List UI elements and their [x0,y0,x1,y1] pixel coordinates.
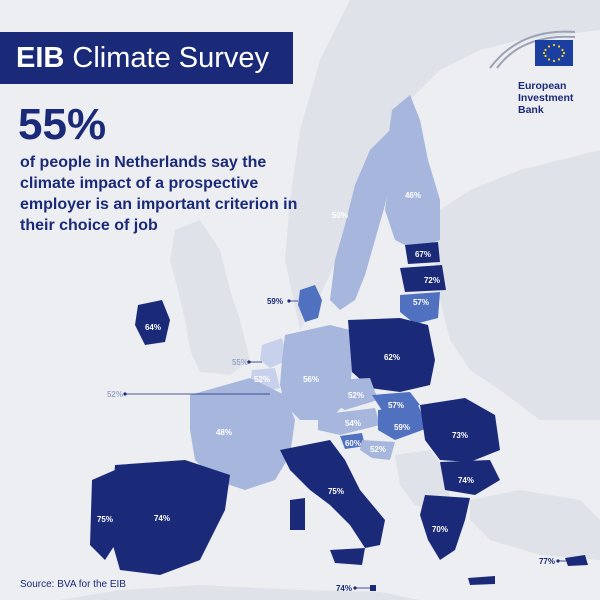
eib-line1: European [518,80,567,92]
dot-cyprus [556,559,560,563]
country-malta [370,585,376,591]
land-russia [435,150,600,420]
eib-arc-inner-icon [496,35,576,69]
label-latvia: 72% [424,276,440,285]
source-note: Source: BVA for the EIB [20,579,126,590]
title-bold: EIB [16,41,65,74]
label-greece: 70% [432,525,448,534]
land-balkans [395,450,450,510]
country-italy [280,440,385,548]
country-croatia [360,440,395,460]
eu-stars-icon [542,43,566,63]
country-denmark [298,285,322,322]
label-ireland: 64% [145,323,161,332]
label-luxembourg: 52% [107,390,123,399]
eib-line2: Investment Bank [518,92,574,116]
label-estonia: 67% [415,250,431,259]
label-slovenia: 60% [345,439,361,448]
label-spain: 74% [154,514,170,523]
country-hungary [378,405,428,440]
land-turkey [470,490,600,560]
land-africa [60,585,420,600]
label-denmark: 59% [267,297,283,306]
dot-netherlands [247,360,251,364]
label-france: 48% [216,428,232,437]
label-austria: 54% [345,419,361,428]
country-spain [110,460,230,575]
label-netherlands: 55% [232,358,248,367]
country-poland [348,318,435,392]
country-sweden [330,130,392,310]
eib-logo [489,30,576,69]
country-lithuania [400,292,440,324]
headline-stat: 55% [18,100,107,149]
label-croatia: 52% [370,445,386,454]
land-norway [285,0,600,330]
country-ireland [135,300,170,345]
label-czechia: 52% [348,391,364,400]
country-austria [318,408,380,435]
country-finland [385,95,440,250]
country-cyprus [565,555,588,566]
label-hungary: 59% [394,423,410,432]
label-portugal: 75% [97,515,113,524]
label-malta: 74% [336,584,352,593]
country-latvia [400,265,446,292]
country-romania [420,398,500,462]
label-belgium: 52% [254,375,270,384]
eib-wordmark: European Investment Bank [518,80,600,116]
country-slovenia [340,433,365,449]
dot-luxembourg [123,392,127,396]
eib-arc-icon [489,30,576,69]
label-italy: 75% [328,487,344,496]
title-rest: Climate Survey [64,41,270,74]
label-sweden: 50% [332,211,348,220]
country-netherlands [260,338,288,368]
label-slovakia: 57% [388,401,404,410]
country-portugal [90,470,118,560]
page-title: EIB Climate Survey [0,42,269,75]
label-lithuania: 57% [413,298,429,307]
label-poland: 62% [384,353,400,362]
label-finland: 46% [405,191,421,200]
dot-denmark [287,299,291,303]
headline-text: of people in Netherlands say the climate… [20,154,298,234]
dot-malta [353,586,357,590]
country-italy-sardinia [290,498,305,530]
label-bulgaria: 74% [458,476,474,485]
country-estonia [405,242,440,264]
country-bulgaria [440,460,500,495]
country-czechia [330,378,378,410]
label-cyprus: 77% [539,557,555,566]
country-france [190,378,295,490]
leader-dots [123,299,560,590]
country-greece [420,495,470,560]
land-uk [170,220,250,375]
label-germany: 56% [303,375,319,384]
land-crete [468,576,495,585]
label-romania: 73% [452,431,468,440]
country-italy-sicily [330,548,365,565]
title-banner: EIB Climate Survey [0,32,293,84]
